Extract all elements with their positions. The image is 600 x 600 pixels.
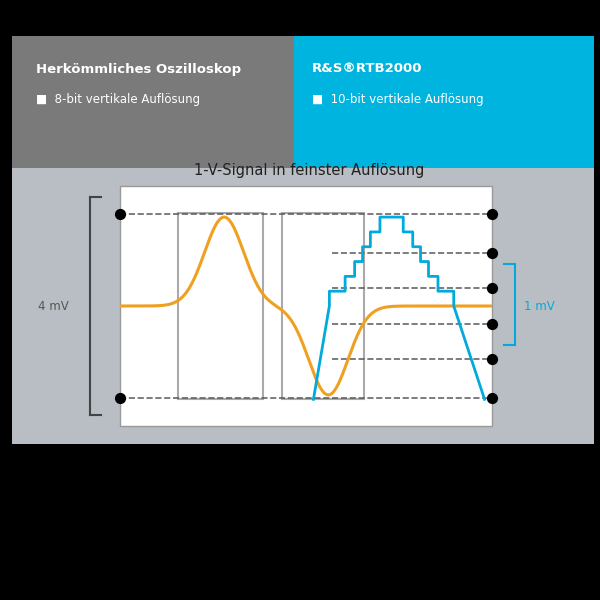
Text: R&S®RTB2000: R&S®RTB2000	[312, 62, 422, 76]
Text: Herkömmliches Oszilloskop: Herkömmliches Oszilloskop	[36, 62, 241, 76]
Bar	[12, 36, 306, 444]
Bar	[120, 186, 492, 426]
Point	[487, 283, 497, 293]
Text: 1 mV: 1 mV	[524, 299, 554, 313]
Point	[115, 393, 125, 403]
Point	[487, 209, 497, 219]
Point	[487, 319, 497, 329]
Bar	[282, 212, 364, 400]
Text: ■  10-bit vertikale Auflösung: ■ 10-bit vertikale Auflösung	[312, 92, 484, 106]
Text: 4 mV: 4 mV	[38, 299, 69, 313]
Text: ■  8-bit vertikale Auflösung: ■ 8-bit vertikale Auflösung	[36, 92, 200, 106]
Bar	[294, 36, 594, 444]
Point	[487, 393, 497, 403]
Bar	[178, 212, 263, 400]
Text: 1-V-Signal in feinster Auflösung: 1-V-Signal in feinster Auflösung	[194, 163, 424, 179]
Point	[487, 248, 497, 257]
Point	[487, 355, 497, 364]
Point	[115, 209, 125, 219]
Bar	[12, 168, 594, 444]
